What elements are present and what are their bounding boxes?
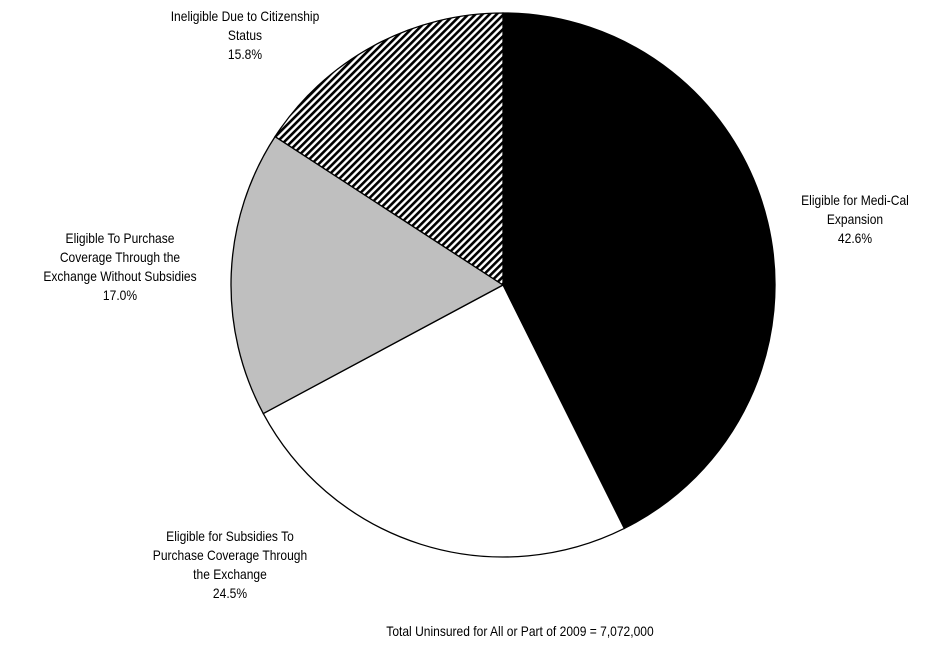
pie-slice-citizenship xyxy=(274,12,504,287)
slice-label-without-subsidies: Eligible To Purchase Coverage Through th… xyxy=(43,230,197,303)
slice-label-medi-cal: Eligible for Medi-Cal Expansion 42.6% xyxy=(801,192,909,246)
slice-label-citizenship: Ineligible Due to Citizenship Status 15.… xyxy=(170,8,320,62)
pie-slice-without-subsidies xyxy=(230,135,505,415)
slice-label-subsidies: Eligible for Subsidies To Purchase Cover… xyxy=(152,528,308,601)
pie-slice-medi-cal xyxy=(502,12,776,530)
pie-slice-subsidies xyxy=(262,284,626,558)
chart-footnote: Total Uninsured for All or Part of 2009 … xyxy=(386,623,654,639)
